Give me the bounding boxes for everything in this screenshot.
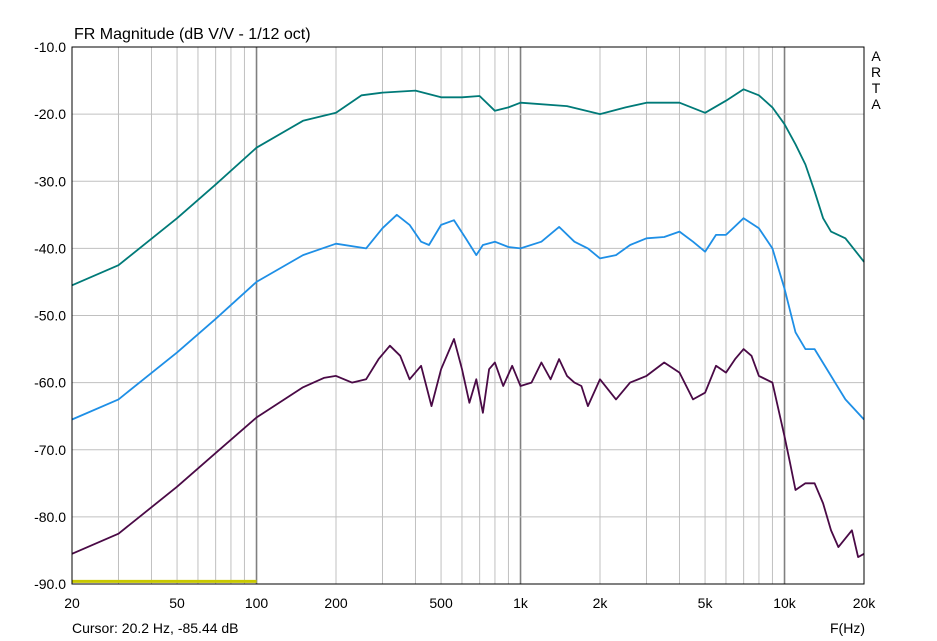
y-tick-label: -20.0 bbox=[34, 106, 66, 122]
plot-frame bbox=[71, 46, 865, 585]
grid bbox=[72, 47, 864, 584]
y-tick-label: -50.0 bbox=[34, 308, 66, 324]
x-axis-label: F(Hz) bbox=[830, 620, 865, 636]
x-tick-label: 20k bbox=[853, 595, 877, 611]
y-tick-label: -70.0 bbox=[34, 442, 66, 458]
series-line-1 bbox=[71, 88, 865, 287]
series-line-3 bbox=[71, 338, 865, 558]
y-tick-label: -30.0 bbox=[34, 173, 66, 189]
x-tick-label: 10k bbox=[773, 595, 797, 611]
x-tick-label: 100 bbox=[245, 595, 269, 611]
x-tick-label: 500 bbox=[429, 595, 453, 611]
series-line-2 bbox=[71, 213, 865, 421]
x-tick-label: 2k bbox=[593, 595, 609, 611]
x-tick-label: 20 bbox=[64, 595, 80, 611]
y-tick-labels: -10.0 -20.0 -30.0 -40.0 -50.0 -60.0 -70.0 -80.0… bbox=[34, 39, 66, 592]
y-tick-label: -60.0 bbox=[34, 375, 66, 391]
y-tick-label: -80.0 bbox=[34, 509, 66, 525]
x-tick-label: 1k bbox=[513, 595, 529, 611]
x-tick-label: 5k bbox=[698, 595, 714, 611]
chart-title: FR Magnitude (dB V/V - 1/12 oct) bbox=[74, 26, 311, 43]
x-tick-labels: 20 50 100 200 500 1k 2k 5k 10k 20k bbox=[64, 595, 876, 611]
arta-letter: A bbox=[871, 48, 881, 64]
cursor-readout: Cursor: 20.2 Hz, -85.44 dB bbox=[72, 620, 239, 636]
series-layer bbox=[71, 88, 865, 558]
x-tick-label: 200 bbox=[324, 595, 348, 611]
y-tick-label: -10.0 bbox=[34, 39, 66, 55]
y-tick-label: -40.0 bbox=[34, 240, 66, 256]
x-tick-label: 50 bbox=[169, 595, 185, 611]
arta-letter: R bbox=[871, 64, 881, 80]
y-tick-label: -90.0 bbox=[34, 576, 66, 592]
arta-letter: T bbox=[872, 80, 881, 96]
arta-letter: A bbox=[871, 96, 881, 112]
